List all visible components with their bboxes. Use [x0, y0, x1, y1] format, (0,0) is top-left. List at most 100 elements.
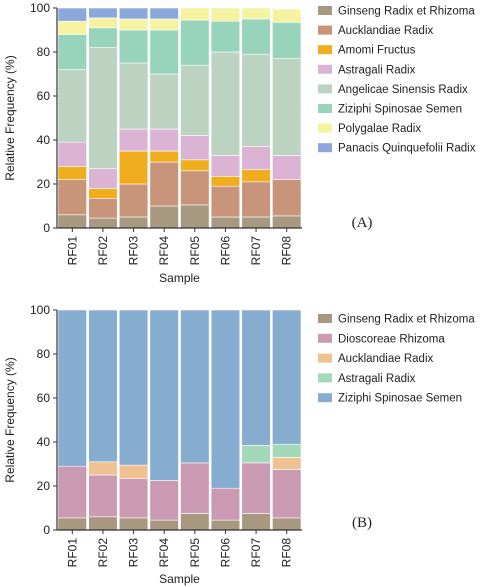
bar-segment-rf05-series-3 — [180, 135, 210, 161]
y-axis-label: Relative Frequency (%) — [3, 357, 17, 482]
bar-segment-rf01-series-1 — [57, 465, 87, 519]
bar-segment-rf08-series-4 — [272, 309, 302, 445]
legend-swatch — [318, 143, 332, 153]
bar-segment-rf04-series-4 — [149, 309, 179, 481]
bar-segment-rf02-series-0 — [88, 516, 118, 531]
bar-segment-rf01-series-0 — [57, 214, 87, 229]
x-tick-label: RF03 — [127, 236, 141, 266]
x-tick-label: RF04 — [157, 236, 171, 266]
bar-segment-rf03-series-0 — [118, 517, 149, 531]
legend-label: Polygalae Radix — [338, 123, 421, 135]
legend-label: Ziziphi Spinosae Semen — [338, 393, 462, 405]
bar-segment-rf03-series-7 — [118, 7, 149, 20]
bar-segment-rf03-series-3 — [118, 128, 149, 152]
x-axis-label: Sample — [159, 271, 200, 285]
bar-segment-rf01-series-7 — [57, 7, 87, 22]
bar-segment-rf04-series-4 — [149, 73, 179, 130]
bar-segment-rf01-series-1 — [57, 179, 87, 216]
legend-label: Aucklandiae Radix — [338, 25, 434, 37]
bar-segment-rf04-series-6 — [149, 18, 179, 31]
bar-segment-rf03-series-5 — [118, 29, 149, 64]
x-tick-label: RF03 — [127, 538, 141, 568]
y-tick-label: 20 — [37, 177, 51, 191]
x-axis-label: Sample — [159, 572, 200, 586]
bar-segment-rf06-series-5 — [210, 20, 241, 53]
legend-swatch — [318, 353, 332, 363]
bar-segment-rf02-series-2 — [88, 461, 118, 476]
y-tick-label: 100 — [30, 1, 50, 15]
bar-segment-rf08-series-6 — [272, 8, 302, 23]
legend-label: Amomi Fructus — [338, 45, 416, 57]
legend-swatch — [318, 6, 332, 15]
panel-label: (A) — [352, 215, 373, 231]
legend-swatch — [318, 373, 332, 383]
bar-segment-rf04-series-1 — [149, 480, 179, 521]
bar-segment-rf04-series-7 — [149, 7, 179, 20]
bar-segment-rf04-series-3 — [149, 128, 179, 152]
legend-swatch — [318, 333, 332, 343]
chart-panel-a: RF01 RF02 RF03 RF04 RF05 RF06 RF07 RF08 0 20 40 60 8… — [3, 1, 476, 285]
bar-segment-rf05-series-4 — [180, 64, 210, 136]
x-tick-label: RF07 — [249, 236, 263, 266]
x-tick-label: RF05 — [188, 538, 202, 568]
bar-segment-rf05-series-6 — [180, 7, 210, 21]
bar-segment-rf08-series-3 — [272, 155, 302, 180]
bar-segment-rf03-series-6 — [118, 18, 149, 31]
legend-label: Aucklandiae Radix — [338, 353, 434, 365]
bar-segment-rf01-series-4 — [57, 309, 87, 467]
bar-segment-rf06-series-4 — [210, 309, 241, 489]
bar-segment-rf01-series-5 — [57, 34, 87, 70]
x-tick-label: RF01 — [65, 236, 79, 266]
legend-swatch — [318, 84, 332, 94]
bar-segment-rf08-series-3 — [272, 443, 302, 458]
bar-segment-rf05-series-0 — [180, 204, 210, 229]
bar-segment-rf05-series-1 — [180, 170, 210, 206]
y-axis-label: Relative Frequency (%) — [3, 55, 17, 180]
bar-segment-rf07-series-0 — [241, 513, 271, 531]
bar-segment-rf06-series-3 — [210, 155, 241, 177]
bar-segment-rf06-series-6 — [210, 7, 241, 22]
bar-segment-rf08-series-2 — [272, 457, 302, 470]
bar-segment-rf07-series-4 — [241, 309, 271, 446]
bar-segment-rf05-series-2 — [180, 159, 210, 172]
x-tick-label: RF06 — [218, 538, 232, 568]
bar-segment-rf06-series-0 — [210, 216, 241, 229]
bar-segment-rf01-series-0 — [57, 517, 87, 531]
bar-segment-rf06-series-1 — [210, 487, 241, 521]
bar-segment-rf07-series-0 — [241, 216, 271, 229]
bar-segment-rf01-series-6 — [57, 20, 87, 35]
x-tick-label: RF02 — [96, 538, 110, 568]
bar-segment-rf04-series-0 — [149, 519, 179, 531]
bar-segment-rf05-series-5 — [180, 19, 210, 66]
x-tick-label: RF02 — [96, 236, 110, 266]
bar-segment-rf07-series-2 — [241, 169, 271, 183]
bar-segment-rf02-series-1 — [88, 198, 118, 219]
y-tick-label: 0 — [43, 221, 50, 235]
bar-segment-rf02-series-5 — [88, 27, 118, 48]
y-tick-label: 40 — [37, 133, 51, 147]
y-tick-label: 0 — [43, 523, 50, 537]
bar-segment-rf08-series-0 — [272, 215, 302, 229]
x-tick-label: RF01 — [65, 538, 79, 568]
x-tick-label: RF08 — [280, 236, 294, 266]
bar-segment-rf02-series-6 — [88, 17, 118, 29]
legend-swatch — [318, 45, 332, 55]
bar-segment-rf08-series-1 — [272, 469, 302, 519]
legend-label: Dioscoreae Rhizoma — [338, 333, 445, 345]
x-tick-label: RF06 — [218, 236, 232, 266]
bar-segment-rf07-series-1 — [241, 462, 271, 514]
legend-swatch — [318, 104, 332, 113]
bar-segment-rf04-series-1 — [149, 161, 179, 207]
bar-segment-rf03-series-1 — [118, 183, 149, 218]
bar-segment-rf05-series-0 — [180, 513, 210, 531]
bar-segment-rf05-series-1 — [180, 462, 210, 514]
bar-segment-rf06-series-4 — [210, 51, 241, 156]
bar-segment-rf01-series-2 — [57, 166, 87, 180]
y-tick-label: 40 — [37, 435, 51, 449]
legend-label: Panacis Quinquefolii Radix — [338, 143, 476, 155]
legend-label: Ziziphi Spinosae Semen — [338, 104, 462, 116]
bar-segment-rf06-series-1 — [210, 185, 241, 218]
bar-segment-rf02-series-4 — [88, 47, 118, 169]
bar-segment-rf02-series-1 — [88, 474, 118, 518]
bar-segment-rf02-series-7 — [88, 7, 118, 19]
